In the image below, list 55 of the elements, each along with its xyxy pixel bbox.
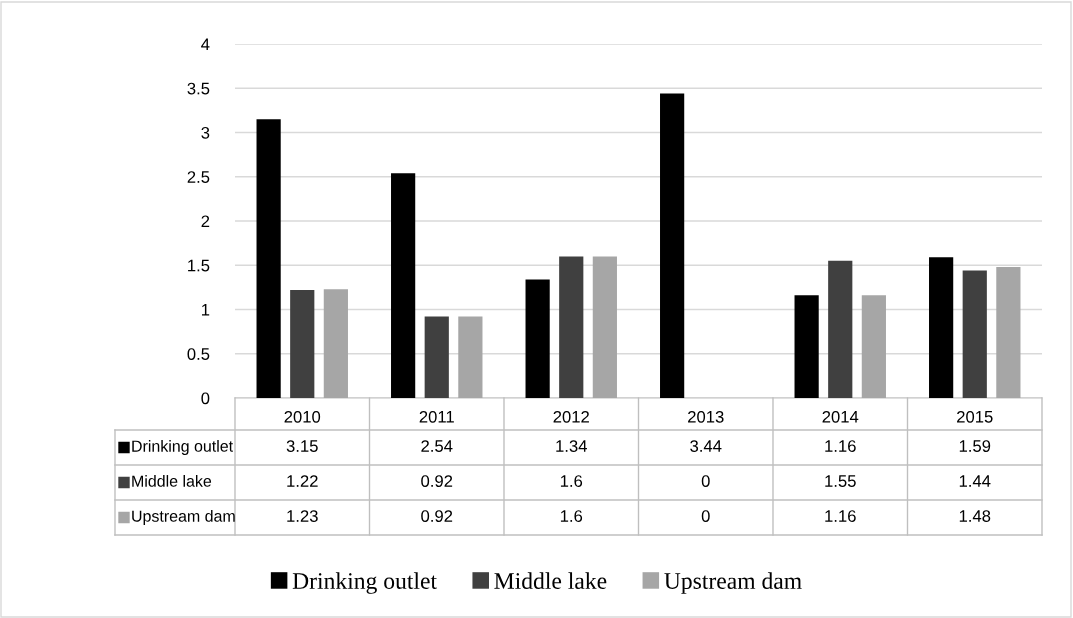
y-tick-label: 1.5	[188, 259, 210, 272]
data-label: 2.54	[421, 440, 453, 452]
legend-label: Middle lake	[132, 475, 212, 487]
x-tick-label: 2010	[284, 410, 321, 423]
y-tick-label: 0	[201, 392, 210, 405]
bar	[996, 267, 1021, 398]
data-label: 1.16	[825, 440, 856, 452]
y-tick-label: 4	[201, 38, 210, 51]
bar	[794, 295, 819, 398]
x-tick-label: 2013	[688, 410, 724, 423]
x-tick-label: 2015	[957, 410, 993, 423]
data-label: 0	[701, 510, 710, 522]
bar	[592, 256, 617, 398]
legend-label: Upstream dam	[132, 510, 235, 525]
bar	[391, 173, 416, 398]
text: Upstream dam	[664, 572, 802, 594]
text: Middle lake	[494, 572, 607, 589]
y-tick-label: 1	[202, 304, 210, 316]
data-label: 1.44	[959, 475, 991, 487]
x-tick-label: 2011	[419, 410, 454, 423]
data-label: 1.34	[556, 440, 587, 452]
data-label: 0.92	[421, 475, 453, 487]
bar	[458, 316, 483, 398]
data-label: 1.6	[560, 510, 583, 522]
data-label: 1.59	[959, 440, 991, 452]
y-tick-label: 3.5	[187, 82, 210, 95]
bar	[962, 270, 987, 398]
data-label: 1.16	[825, 510, 856, 522]
text: Drinking outlet	[292, 572, 437, 594]
bar	[929, 257, 954, 398]
bar	[861, 295, 886, 398]
data-label: 1.22	[287, 475, 318, 487]
bar	[256, 119, 281, 398]
data-label: 1.23	[287, 510, 318, 522]
data-label: 0	[701, 475, 710, 487]
y-tick-label: 2.5	[187, 171, 210, 183]
bar	[559, 256, 584, 398]
y-tick-label: 2	[201, 215, 210, 228]
data-label: 0.92	[421, 510, 453, 522]
legend-label: Drinking outlet	[132, 440, 233, 455]
data-label: 1.6	[560, 475, 583, 487]
bar	[323, 289, 348, 398]
bar	[525, 279, 550, 398]
data-label: 3.15	[286, 440, 318, 452]
data-label: 1.55	[825, 475, 856, 487]
y-tick-label: 0.5	[187, 348, 210, 360]
bar	[424, 316, 449, 398]
bar	[828, 260, 853, 398]
bar	[660, 93, 685, 398]
data-label: 1.48	[959, 510, 991, 522]
x-tick-label: 2012	[553, 410, 589, 423]
x-tick-label: 2014	[822, 410, 859, 423]
data-label: 3.44	[690, 440, 722, 452]
y-tick-label: 3	[201, 126, 210, 139]
bar	[290, 290, 315, 398]
